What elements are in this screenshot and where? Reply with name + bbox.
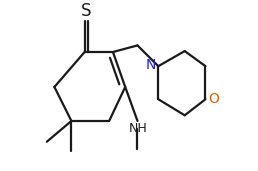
Text: S: S	[81, 2, 92, 20]
Text: N: N	[146, 58, 156, 72]
Text: NH: NH	[129, 122, 148, 135]
Text: O: O	[208, 92, 219, 106]
